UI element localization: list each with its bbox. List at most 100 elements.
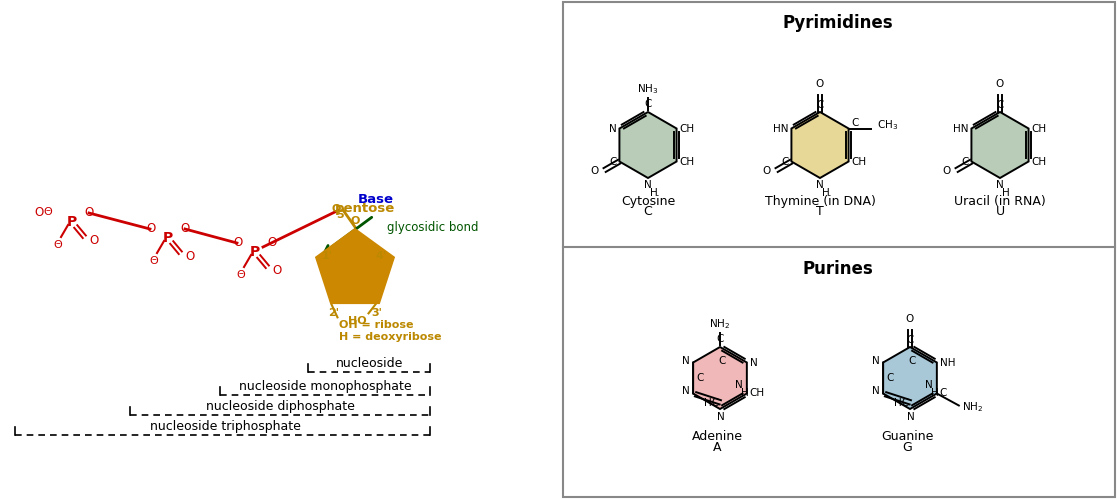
Text: O: O (146, 222, 155, 235)
Text: O: O (35, 206, 44, 219)
Text: Adenine: Adenine (692, 430, 742, 443)
Text: O: O (89, 234, 98, 247)
Text: C: C (718, 356, 726, 366)
Text: N: N (682, 355, 690, 365)
Text: HC: HC (703, 398, 719, 408)
Text: H: H (931, 388, 939, 398)
Text: N: N (750, 357, 758, 367)
Text: Pyrimidines: Pyrimidines (783, 14, 893, 32)
Text: Uracil (in RNA): Uracil (in RNA) (954, 195, 1045, 208)
Text: Purines: Purines (803, 260, 873, 278)
Text: O: O (332, 204, 341, 214)
Text: NH$_3$: NH$_3$ (637, 82, 659, 96)
Text: C: C (908, 356, 916, 366)
Text: C: C (996, 100, 1004, 110)
Bar (563, 2, 1115, 497)
Text: glycosidic bond: glycosidic bond (387, 221, 479, 234)
Polygon shape (792, 112, 849, 178)
Text: P: P (163, 231, 173, 245)
Text: H: H (651, 188, 657, 198)
Text: HO: HO (348, 316, 367, 326)
Text: G: G (902, 441, 912, 454)
Text: N: N (682, 387, 690, 397)
Text: C: C (609, 157, 616, 167)
Text: U: U (995, 205, 1005, 218)
Text: C: C (644, 205, 653, 218)
Text: C: C (961, 157, 968, 167)
Text: CH: CH (852, 157, 866, 167)
Text: CH: CH (680, 123, 694, 134)
Text: C: C (781, 157, 788, 167)
Text: nucleoside diphosphate: nucleoside diphosphate (206, 400, 354, 413)
Text: C: C (816, 100, 824, 110)
Text: P: P (250, 245, 260, 259)
Text: 5': 5' (337, 210, 347, 220)
Text: Θ: Θ (150, 256, 159, 266)
Text: C: C (852, 117, 859, 128)
Polygon shape (619, 112, 676, 178)
Text: OH = ribose: OH = ribose (340, 320, 414, 330)
Text: NH: NH (940, 357, 956, 367)
Text: H: H (1002, 188, 1010, 198)
Text: N: N (996, 180, 1004, 190)
Text: 1': 1' (322, 250, 333, 260)
Polygon shape (972, 112, 1029, 178)
Text: N: N (872, 355, 880, 365)
Text: NH$_2$: NH$_2$ (710, 317, 730, 331)
Text: CH$_3$: CH$_3$ (877, 119, 898, 132)
Text: O: O (272, 263, 282, 276)
Text: Cytosine: Cytosine (620, 195, 675, 208)
Text: P: P (67, 215, 77, 229)
Text: N: N (816, 180, 824, 190)
Text: O: O (267, 236, 276, 249)
Text: N: N (925, 380, 932, 390)
Text: Θ: Θ (44, 207, 53, 217)
Text: nucleoside triphosphate: nucleoside triphosphate (150, 420, 301, 433)
Text: O: O (234, 236, 243, 249)
Text: O: O (906, 314, 915, 324)
Text: N: N (735, 380, 742, 390)
Text: 4': 4' (376, 250, 387, 260)
Text: N: N (717, 412, 724, 422)
Text: N: N (872, 387, 880, 397)
Text: nucleoside monophosphate: nucleoside monophosphate (238, 380, 411, 393)
Text: Thymine (in DNA): Thymine (in DNA) (765, 195, 875, 208)
Text: O: O (184, 250, 195, 262)
Text: O: O (180, 222, 190, 235)
Text: CH: CH (1032, 157, 1046, 167)
Text: C: C (887, 373, 893, 383)
Polygon shape (883, 353, 931, 403)
Text: H: H (822, 188, 830, 198)
Text: T: T (816, 205, 824, 218)
Polygon shape (693, 353, 741, 403)
Text: CH: CH (750, 389, 765, 399)
Text: O: O (816, 79, 824, 89)
Text: C: C (940, 389, 947, 399)
Text: H = deoxyribose: H = deoxyribose (340, 332, 442, 342)
Text: O: O (84, 206, 94, 219)
Polygon shape (318, 230, 394, 302)
Text: O: O (590, 166, 599, 176)
Text: CH: CH (1032, 123, 1046, 134)
Text: C: C (907, 335, 913, 345)
Text: N: N (644, 180, 652, 190)
Text: HN: HN (953, 123, 968, 134)
Text: Base: Base (358, 193, 394, 206)
Text: 3': 3' (371, 308, 382, 318)
Text: C: C (717, 334, 723, 344)
Text: Θ: Θ (237, 270, 245, 280)
Text: O: O (350, 216, 360, 226)
Text: 2': 2' (328, 308, 339, 318)
Text: N: N (608, 123, 616, 134)
Text: HC: HC (893, 398, 909, 408)
Text: H: H (741, 388, 749, 398)
Text: nucleoside: nucleoside (337, 357, 404, 370)
Text: O: O (762, 166, 770, 176)
Polygon shape (693, 347, 747, 409)
Text: O: O (996, 79, 1004, 89)
Text: NH$_2$: NH$_2$ (961, 401, 983, 414)
Text: N: N (907, 412, 915, 422)
Text: pentose: pentose (335, 202, 395, 215)
Text: Θ: Θ (54, 240, 63, 250)
Text: HN: HN (773, 123, 788, 134)
